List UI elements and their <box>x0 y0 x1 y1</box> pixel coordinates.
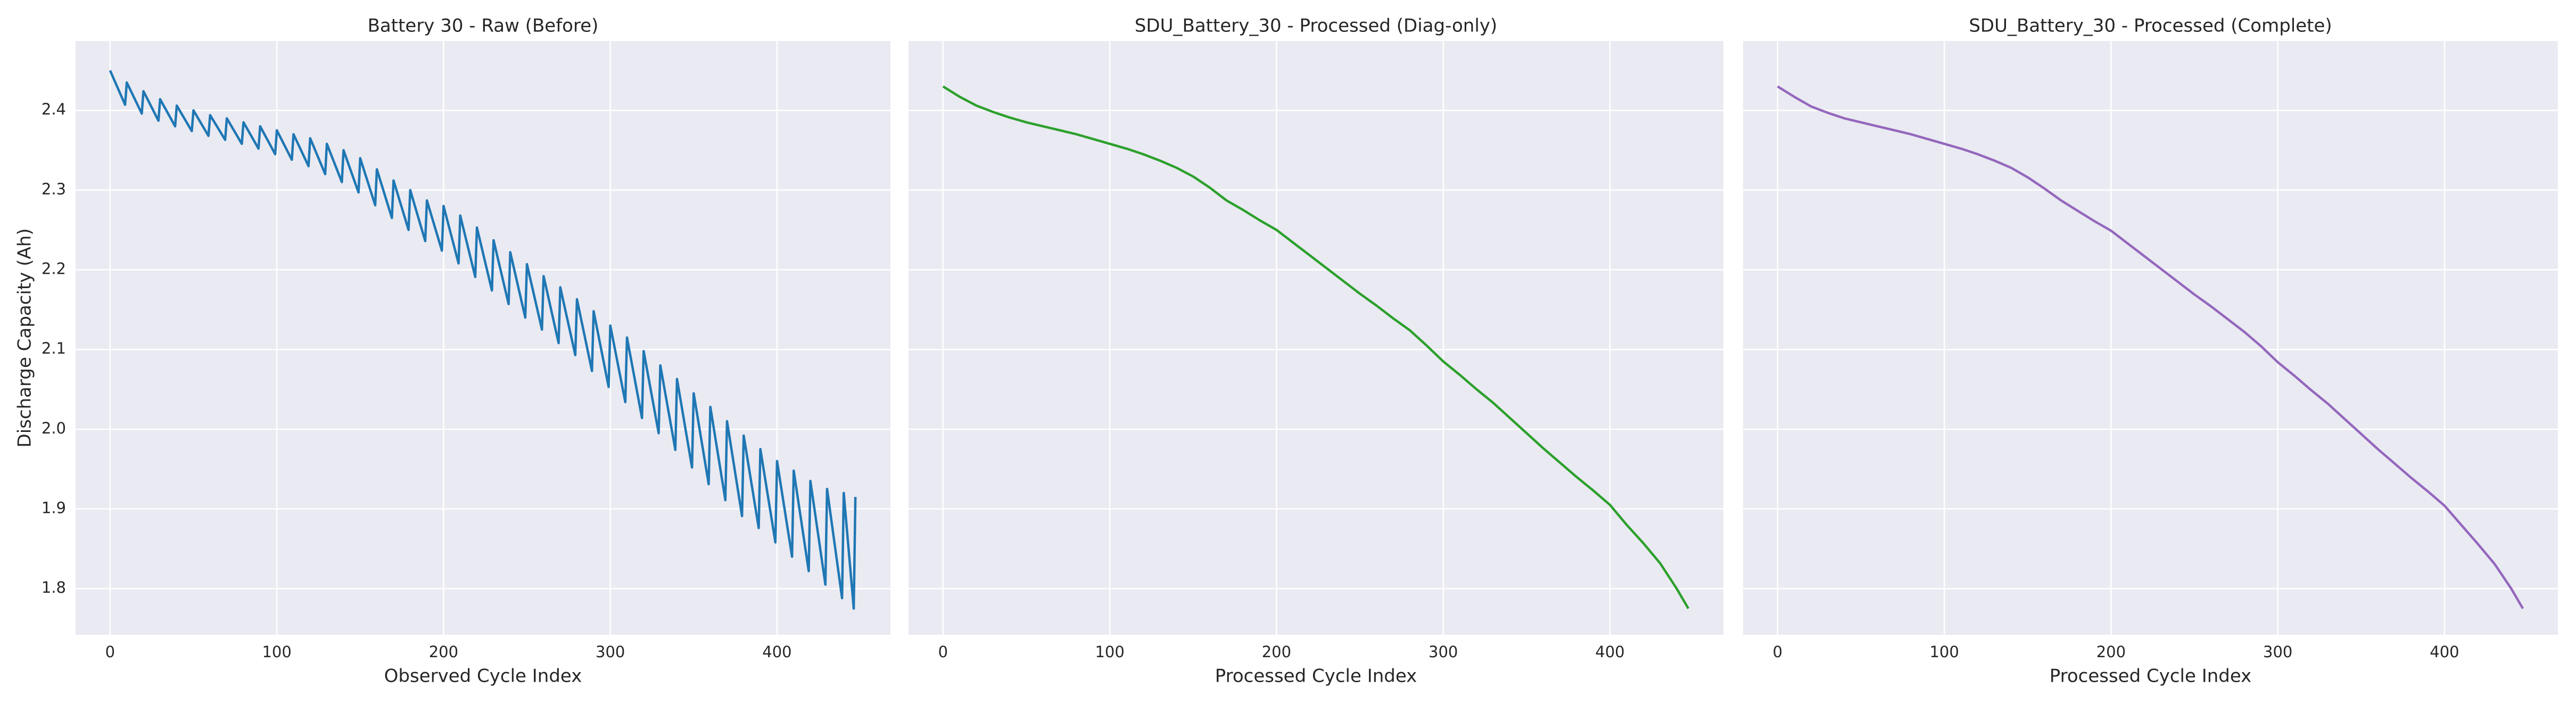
data-line <box>1777 85 2524 609</box>
x-tick-label: 300 <box>596 643 625 661</box>
y-tick-label: 2.0 <box>42 419 66 437</box>
panel: 0 100 200 300 400 SDU_Battery_30 - Processed … <box>909 15 1723 687</box>
data-line <box>109 70 857 610</box>
y-tick-label: 2.1 <box>42 339 66 357</box>
y-tick-label: 2.2 <box>42 260 66 278</box>
chart-title: SDU_Battery_30 - Processed (Diag-only) <box>1135 15 1497 37</box>
x-tick-label: 100 <box>262 643 291 661</box>
x-tick-label: 300 <box>2263 643 2292 661</box>
x-tick-label: 400 <box>1595 643 1624 661</box>
x-tick-label: 0 <box>938 643 948 661</box>
x-tick-label: 200 <box>429 643 458 661</box>
x-tick-label: 200 <box>1262 643 1291 661</box>
panel: 0 100 200 300 400 SDU_Battery_30 - Processed … <box>1743 15 2558 687</box>
y-axis-label: Discharge Capacity (Ah) <box>14 228 36 448</box>
x-axis-label: Observed Cycle Index <box>384 666 582 687</box>
x-axis-label: Processed Cycle Index <box>1215 666 1417 687</box>
x-tick-label: 400 <box>762 643 791 661</box>
x-tick-label: 200 <box>2096 643 2126 661</box>
plot-area <box>76 41 890 635</box>
y-tick-label: 1.8 <box>42 578 66 596</box>
x-tick-label: 400 <box>2430 643 2459 661</box>
chart-title: Battery 30 - Raw (Before) <box>368 15 599 37</box>
y-tick-label: 1.9 <box>42 499 66 517</box>
plot-area <box>1743 41 2558 635</box>
y-tick-label: 2.3 <box>42 180 66 198</box>
plot-area <box>909 41 1723 635</box>
x-tick-label: 100 <box>1095 643 1124 661</box>
x-axis-label: Processed Cycle Index <box>2050 666 2252 687</box>
x-tick-label: 100 <box>1929 643 1959 661</box>
chart-title: SDU_Battery_30 - Processed (Complete) <box>1969 15 2332 37</box>
x-tick-label: 300 <box>1429 643 1458 661</box>
data-line <box>942 85 1690 609</box>
x-tick-label: 0 <box>1773 643 1782 661</box>
y-tick-label: 2.4 <box>42 100 66 118</box>
panel: 1.8 1.9 2.0 2.1 2.2 2.3 2.4 0 100 200 300 400 Batter… <box>14 15 890 687</box>
x-tick-label: 0 <box>105 643 115 661</box>
